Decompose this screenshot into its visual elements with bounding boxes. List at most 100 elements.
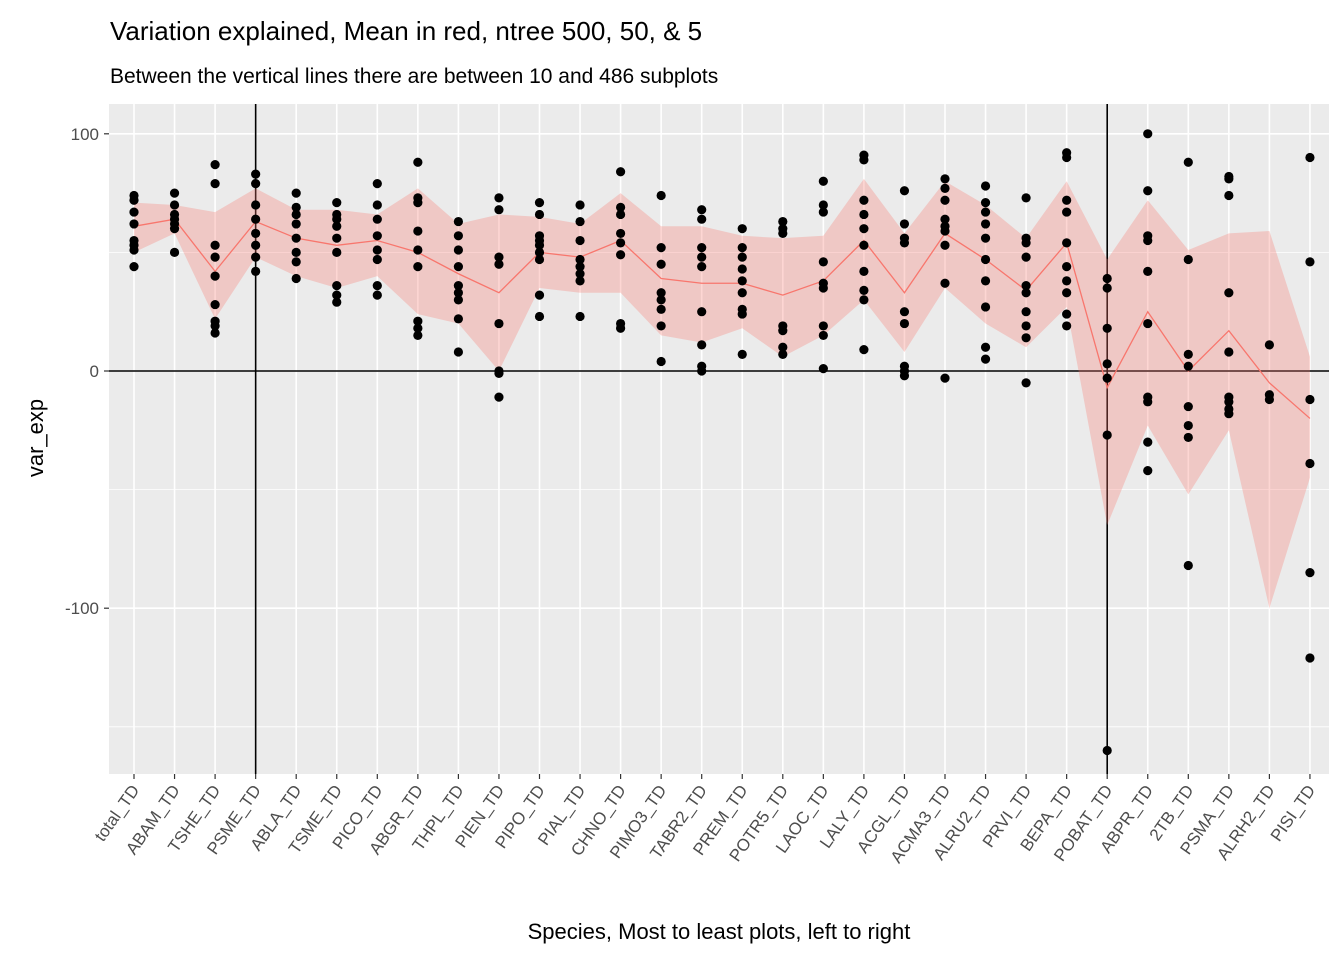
data-point [1183, 157, 1193, 167]
data-point [940, 373, 950, 383]
ribbon-layer [134, 178, 1310, 609]
data-point [778, 321, 788, 331]
data-point [413, 245, 423, 255]
data-point [1062, 321, 1072, 331]
data-point [494, 392, 504, 402]
data-point [899, 307, 910, 317]
data-point [737, 288, 747, 298]
data-point [980, 254, 991, 265]
data-point [413, 157, 423, 167]
data-point [453, 347, 463, 357]
data-point [1264, 340, 1274, 350]
data-point [1021, 281, 1031, 291]
data-point [859, 285, 869, 295]
data-point [494, 366, 504, 376]
data-point [372, 281, 382, 291]
data-point [332, 297, 342, 307]
data-point [1102, 745, 1112, 756]
data-point [575, 269, 585, 279]
data-point [575, 254, 585, 265]
data-point [859, 209, 869, 220]
data-point [1062, 195, 1072, 205]
data-point [169, 200, 180, 210]
data-point [534, 254, 545, 265]
data-point [1143, 231, 1153, 241]
data-point [616, 209, 626, 220]
data-point [453, 288, 463, 298]
data-point [656, 243, 666, 253]
data-point [291, 209, 301, 220]
data-point [1021, 333, 1031, 343]
data-point [899, 318, 910, 329]
data-point [332, 290, 342, 300]
data-point [778, 342, 788, 352]
data-point [1062, 309, 1072, 319]
data-point [372, 245, 382, 255]
data-point [818, 200, 828, 210]
data-point [251, 214, 261, 224]
data-point [1062, 288, 1072, 298]
data-point [575, 276, 585, 286]
data-point [210, 160, 220, 170]
data-point [899, 361, 910, 371]
data-point [737, 224, 747, 234]
data-point [1062, 238, 1072, 248]
data-point [859, 150, 869, 160]
data-point [1224, 171, 1234, 182]
data-point [575, 311, 585, 322]
data-point [251, 252, 261, 262]
mean-line [133, 218, 1311, 419]
data-point [1062, 262, 1072, 272]
data-point [737, 276, 747, 286]
data-point [818, 257, 828, 267]
data-point [372, 254, 382, 265]
data-point [980, 276, 991, 286]
data-point [1143, 466, 1153, 476]
x-axis: total_TDABAM_TDTSHE_TDPSME_TDABLA_TDTSME… [91, 774, 1319, 867]
data-point [372, 231, 382, 241]
data-point [1102, 359, 1112, 369]
data-point [210, 179, 220, 189]
data-point [413, 193, 423, 203]
data-point [129, 190, 139, 201]
data-point [210, 252, 220, 262]
data-point [697, 214, 707, 224]
data-point [332, 281, 342, 291]
data-point [1062, 207, 1072, 217]
data-point [1183, 432, 1193, 443]
data-point [291, 233, 301, 243]
data-point [251, 169, 261, 179]
data-point [251, 266, 261, 276]
data-point [1183, 254, 1193, 265]
data-point [534, 290, 545, 300]
data-point [453, 216, 463, 227]
data-point [980, 207, 991, 217]
data-point [291, 219, 301, 229]
data-point [413, 316, 423, 326]
data-point [940, 278, 950, 288]
data-point [129, 235, 139, 246]
data-point [575, 200, 585, 210]
data-point [453, 231, 463, 241]
data-point [1183, 361, 1193, 371]
data-point [737, 252, 747, 262]
data-point [697, 307, 707, 317]
data-point [1305, 152, 1315, 163]
data-point [656, 356, 666, 367]
data-point [656, 259, 666, 269]
data-point [737, 264, 747, 274]
data-point [980, 197, 991, 208]
data-point [859, 345, 869, 355]
y-tick-label: 0 [90, 362, 99, 381]
data-point [940, 174, 950, 184]
data-point [291, 257, 301, 267]
y-tick-label: -100 [65, 599, 99, 618]
confidence-ribbon [134, 178, 1310, 609]
data-point [940, 214, 950, 224]
data-point [616, 228, 626, 239]
data-point [1021, 233, 1031, 243]
data-point [1143, 392, 1153, 402]
data-point [859, 240, 869, 250]
data-point [534, 311, 545, 322]
data-point [291, 188, 301, 198]
